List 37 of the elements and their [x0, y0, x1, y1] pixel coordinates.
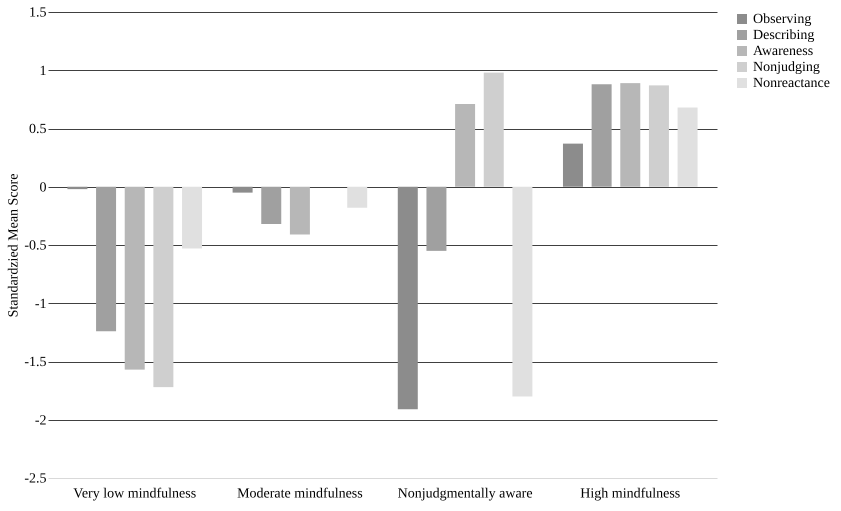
x-tick-label: High mindfulness	[580, 486, 680, 502]
legend-label: Awareness	[753, 44, 814, 59]
y-tick-label: -0.5	[24, 238, 46, 254]
y-axis-title: Standardzied Mean Score	[6, 174, 22, 318]
bar	[484, 72, 504, 187]
bar	[398, 186, 418, 410]
x-tick-label: Nonjudgmentally aware	[398, 486, 533, 502]
bar	[290, 186, 310, 235]
x-tick-label: Moderate mindfulness	[237, 486, 363, 502]
legend-label: Nonjudging	[753, 60, 820, 75]
bar	[562, 144, 583, 187]
legend-label: Describing	[753, 28, 814, 43]
bar	[678, 108, 698, 187]
bar	[592, 84, 612, 187]
legend-label: Observing	[753, 12, 812, 27]
y-tick-label: -2	[34, 413, 46, 428]
y-tick-label: 0.5	[29, 122, 46, 137]
bar	[182, 186, 202, 248]
bar	[455, 104, 476, 187]
bar	[512, 186, 532, 396]
y-tick-label: 0	[40, 180, 46, 196]
bar	[620, 83, 640, 187]
y-tick-label: -2.5	[24, 472, 46, 486]
y-tick-label: -1	[34, 296, 46, 312]
y-tick-label: 1	[40, 64, 46, 79]
bar	[261, 186, 282, 224]
bar	[124, 186, 145, 370]
bar	[648, 85, 669, 187]
bar	[347, 186, 368, 208]
y-tick-label: 1.5	[29, 6, 46, 20]
legend-label: Nonreactance	[753, 76, 830, 91]
bar	[153, 186, 174, 388]
x-tick-label: Very low mindfulness	[73, 486, 196, 502]
y-tick-label: -1.5	[24, 355, 46, 370]
bar	[96, 186, 116, 332]
bar	[232, 186, 253, 193]
bar	[426, 186, 446, 251]
